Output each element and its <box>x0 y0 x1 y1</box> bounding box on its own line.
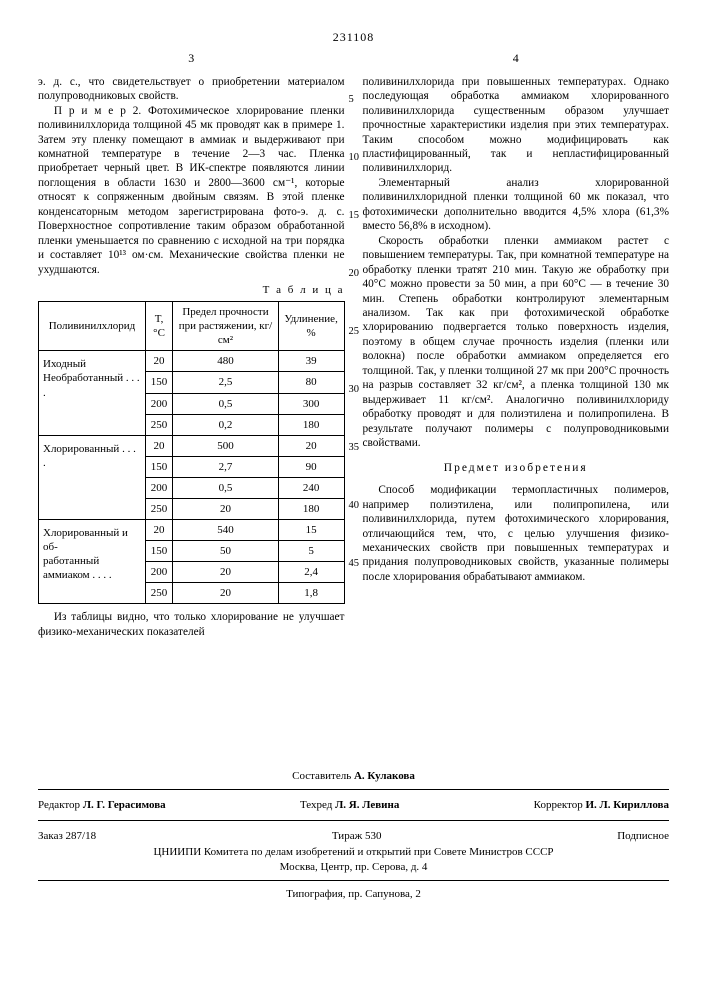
table-cell: 500 <box>173 435 279 456</box>
claim-para: Способ модификации термопластичных полим… <box>363 483 670 584</box>
th-elong: Удлинение, % <box>278 302 344 351</box>
para: Скорость обработки пленки аммиаком расте… <box>363 234 670 451</box>
tech-name: Л. Я. Левина <box>335 799 399 811</box>
table-cell: 15 <box>278 520 344 541</box>
table-cell: 150 <box>145 456 172 477</box>
line-marker: 35 <box>349 441 360 454</box>
table-cell: 0,2 <box>173 414 279 435</box>
table-cell: 1,8 <box>278 583 344 604</box>
editor-name: Л. Г. Герасимова <box>83 799 166 811</box>
corr-name: И. Л. Кириллова <box>585 799 669 811</box>
table-cell: 150 <box>145 372 172 393</box>
table-cell: 2,7 <box>173 456 279 477</box>
th-temp: T, °C <box>145 302 172 351</box>
line-marker: 5 <box>349 93 354 106</box>
line-marker: 25 <box>349 325 360 338</box>
table-group-label: Хлорированный и об-работанный аммиаком <box>39 520 146 604</box>
table-cell: 5 <box>278 541 344 562</box>
subject-heading: Предмет изобретения <box>363 461 670 476</box>
doc-number: 231108 <box>38 30 669 45</box>
tirage-label: Тираж <box>332 830 362 842</box>
left-column: 3 э. д. с., что свидетельствует о приобр… <box>38 51 345 639</box>
table-cell: 0,5 <box>173 393 279 414</box>
line-marker: 40 <box>349 499 360 512</box>
left-page-num: 3 <box>38 51 345 66</box>
line-marker: 15 <box>349 209 360 222</box>
org-line2: Москва, Центр, пр. Серова, д. 4 <box>38 860 669 874</box>
typography: Типография, пр. Сапунова, 2 <box>38 887 669 901</box>
table-cell: 200 <box>145 393 172 414</box>
table-cell: 180 <box>278 414 344 435</box>
para-example2: П р и м е р 2. Фотохимическое хлорирован… <box>38 104 345 277</box>
tirage-value: 530 <box>365 830 382 842</box>
table-cell: 480 <box>173 351 279 372</box>
table-cell: 2,4 <box>278 562 344 583</box>
composer-name: А. Кулакова <box>354 770 415 782</box>
para: Элементарный анализ хлорированной поливи… <box>363 176 670 234</box>
table-cell: 240 <box>278 477 344 498</box>
para: поливинилхлорида при повышенных температ… <box>363 75 670 176</box>
table-cell: 80 <box>278 372 344 393</box>
right-column: 4 5 10 15 20 25 30 35 40 45 поливинилхло… <box>363 51 670 639</box>
table-cell: 20 <box>145 520 172 541</box>
subscript: Подписное <box>617 829 669 843</box>
table-group-label: Хлорированный <box>39 435 146 519</box>
table-cell: 20 <box>145 435 172 456</box>
th-strength: Предел прочности при растяжении, кг/см² <box>173 302 279 351</box>
table-cell: 20 <box>145 351 172 372</box>
right-page-num: 4 <box>363 51 670 66</box>
table-cell: 250 <box>145 414 172 435</box>
table-cell: 2,5 <box>173 372 279 393</box>
org-line1: ЦНИИПИ Комитета по делам изобретений и о… <box>38 845 669 859</box>
properties-table: Поливинилхлорид T, °C Предел прочности п… <box>38 301 345 604</box>
table-cell: 250 <box>145 583 172 604</box>
table-cell: 20 <box>278 435 344 456</box>
table-cell: 20 <box>173 562 279 583</box>
corr-label: Корректор <box>534 799 583 811</box>
table-cell: 200 <box>145 477 172 498</box>
table-cell: 180 <box>278 498 344 519</box>
table-cell: 90 <box>278 456 344 477</box>
line-marker: 45 <box>349 557 360 570</box>
table-cell: 200 <box>145 562 172 583</box>
th-pvc: Поливинилхлорид <box>39 302 146 351</box>
para: э. д. с., что свидетельствует о приобрет… <box>38 75 345 104</box>
editor-label: Редактор <box>38 799 80 811</box>
footer: Составитель А. Кулакова Редактор Л. Г. Г… <box>38 769 669 900</box>
table-cell: 39 <box>278 351 344 372</box>
tech-label: Техред <box>300 799 332 811</box>
line-marker: 20 <box>349 267 360 280</box>
table-cell: 540 <box>173 520 279 541</box>
order-number: Заказ 287/18 <box>38 829 96 843</box>
para-table-note: Из таблицы видно, что только хлорировани… <box>38 610 345 639</box>
table-cell: 300 <box>278 393 344 414</box>
composer-label: Составитель <box>292 770 351 782</box>
table-cell: 250 <box>145 498 172 519</box>
table-cell: 20 <box>173 583 279 604</box>
line-marker: 10 <box>349 151 360 164</box>
table-group-label: ИходныйНеобработанный <box>39 351 146 435</box>
table-cell: 20 <box>173 498 279 519</box>
table-cell: 0,5 <box>173 477 279 498</box>
line-marker: 30 <box>349 383 360 396</box>
table-caption: Т а б л и ц а <box>38 283 345 297</box>
table-cell: 50 <box>173 541 279 562</box>
table-cell: 150 <box>145 541 172 562</box>
